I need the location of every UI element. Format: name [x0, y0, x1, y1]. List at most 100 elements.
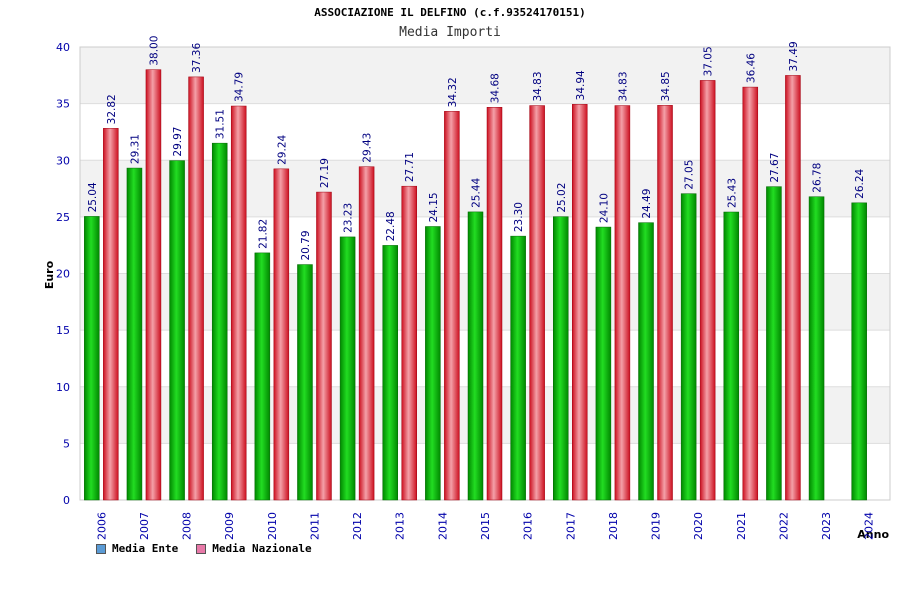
chart-title: ASSOCIAZIONE IL DELFINO (c.f.93524170151… — [314, 6, 586, 19]
x-tick-label: 2007 — [138, 512, 151, 540]
x-tick-label: 2015 — [479, 512, 492, 540]
x-tick-label: 2009 — [223, 512, 236, 540]
bar-media-nazionale — [572, 104, 588, 501]
x-tick-label: 2024 — [863, 512, 876, 540]
bar-media-nazionale — [657, 105, 673, 501]
bar-media-nazionale — [785, 75, 801, 501]
data-label: 25.43 — [726, 178, 738, 208]
data-label: 21.82 — [257, 219, 269, 249]
chart-subtitle: Media Importi — [399, 25, 501, 40]
bar-media-ente — [595, 226, 612, 501]
legend-item-media-ente: Media Ente — [96, 542, 178, 555]
bar-media-ente — [254, 252, 271, 501]
data-label: 24.49 — [641, 189, 653, 219]
data-label: 38.00 — [148, 36, 160, 66]
data-label: 34.85 — [660, 71, 672, 101]
x-tick-label: 2010 — [266, 512, 279, 540]
bar-media-ente — [723, 211, 740, 501]
data-label: 23.30 — [513, 202, 525, 232]
x-axis-label: Anno — [857, 528, 889, 541]
y-tick-label: 35 — [56, 98, 70, 111]
data-label: 34.68 — [490, 73, 502, 103]
data-label: 37.49 — [788, 41, 800, 71]
legend-item-media-nazionale: Media Nazionale — [196, 542, 312, 555]
x-tick-label: 2021 — [735, 512, 748, 540]
data-label: 31.51 — [215, 109, 227, 139]
data-label: 29.24 — [276, 134, 288, 164]
data-label: 27.05 — [684, 160, 696, 190]
x-tick-label: 2011 — [308, 512, 321, 540]
legend: Media Ente Media Nazionale — [96, 542, 312, 555]
x-tick-label: 2019 — [650, 512, 663, 540]
y-tick-label: 40 — [56, 41, 70, 54]
x-tick-label: 2022 — [777, 512, 790, 540]
legend-swatch-media-ente — [96, 543, 106, 554]
bar-media-nazionale — [742, 86, 759, 501]
data-label: 34.94 — [575, 70, 587, 100]
x-tick-label: 2013 — [394, 512, 407, 540]
y-tick-label: 10 — [56, 381, 70, 394]
data-label: 24.10 — [598, 193, 610, 223]
y-tick-label: 30 — [56, 154, 70, 167]
data-label: 29.43 — [362, 133, 374, 163]
data-label: 29.97 — [172, 127, 184, 157]
bar-media-ente — [851, 202, 867, 501]
legend-label-media-nazionale: Media Nazionale — [212, 542, 312, 555]
bar-media-nazionale — [486, 106, 503, 501]
data-label: 34.32 — [447, 77, 459, 107]
legend-label-media-ente: Media Ente — [112, 542, 179, 555]
data-label: 26.24 — [854, 168, 866, 198]
data-label: 34.83 — [617, 71, 629, 101]
x-tick-label: 2014 — [436, 512, 449, 540]
data-label: 26.78 — [812, 163, 824, 193]
x-tick-label: 2017 — [564, 512, 577, 540]
data-label: 37.36 — [191, 43, 203, 73]
bar-media-nazionale — [444, 111, 460, 501]
bar-media-nazionale — [230, 105, 247, 501]
bar-media-nazionale — [358, 166, 375, 501]
bar-media-ente — [510, 235, 526, 501]
x-tick-label: 2016 — [522, 512, 535, 540]
bar-media-ente — [680, 193, 697, 501]
x-tick-label: 2020 — [692, 512, 705, 540]
bar-media-nazionale — [273, 168, 290, 501]
data-label: 29.31 — [129, 134, 141, 164]
data-label: 27.67 — [769, 153, 781, 183]
data-label: 25.04 — [87, 182, 99, 212]
y-tick-label: 15 — [56, 324, 70, 337]
bar-media-ente — [169, 160, 185, 501]
data-label: 27.71 — [404, 152, 416, 182]
x-tick-label: 2006 — [95, 512, 108, 540]
bar-media-ente — [339, 236, 356, 501]
bar-media-nazionale — [699, 80, 716, 501]
y-tick-label: 5 — [63, 437, 70, 450]
data-label: 25.44 — [471, 178, 483, 208]
legend-swatch-media-nazionale — [196, 543, 207, 554]
bar-media-ente — [84, 216, 100, 501]
data-label: 36.46 — [745, 53, 757, 83]
bar-media-nazionale — [103, 128, 119, 501]
bar-media-ente — [382, 245, 398, 501]
bar-media-ente — [297, 264, 313, 501]
bar-media-nazionale — [529, 105, 545, 501]
data-label: 24.15 — [428, 192, 440, 222]
bar-media-ente — [425, 226, 441, 501]
data-label: 34.83 — [532, 71, 544, 101]
data-label: 25.02 — [556, 183, 568, 213]
bar-media-nazionale — [316, 191, 332, 501]
bar-media-ente — [638, 222, 654, 501]
data-label: 32.82 — [106, 94, 118, 124]
bar-media-ente — [211, 142, 228, 501]
x-tick-label: 2012 — [351, 512, 364, 540]
bar-media-nazionale — [614, 105, 631, 501]
x-tick-label: 2023 — [820, 512, 833, 540]
y-tick-label: 25 — [56, 211, 70, 224]
data-label: 37.05 — [703, 46, 715, 76]
bar-media-nazionale — [188, 76, 204, 501]
y-tick-label: 0 — [63, 494, 70, 507]
bar-media-ente — [808, 196, 825, 501]
data-label: 23.23 — [343, 203, 355, 233]
data-label: 27.19 — [319, 158, 331, 188]
